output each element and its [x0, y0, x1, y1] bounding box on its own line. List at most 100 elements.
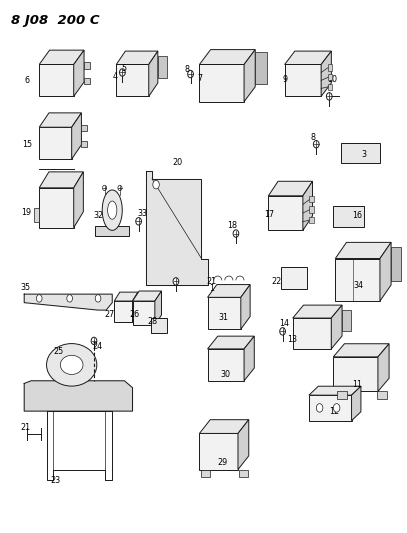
Text: 33: 33	[138, 209, 148, 218]
Polygon shape	[268, 196, 303, 230]
Polygon shape	[114, 292, 138, 301]
Text: 12: 12	[329, 407, 339, 416]
Bar	[309, 196, 314, 202]
Bar	[391, 247, 401, 281]
Polygon shape	[208, 297, 241, 329]
Polygon shape	[244, 336, 254, 381]
Polygon shape	[378, 344, 389, 391]
Polygon shape	[133, 301, 155, 325]
Bar	[95, 226, 129, 236]
Bar	[309, 206, 314, 213]
Bar	[342, 310, 351, 332]
Polygon shape	[284, 64, 321, 96]
Polygon shape	[24, 381, 133, 411]
Polygon shape	[39, 50, 84, 64]
Circle shape	[280, 328, 285, 335]
Polygon shape	[380, 243, 391, 301]
Text: 19: 19	[21, 208, 31, 217]
Polygon shape	[268, 181, 313, 196]
Text: 3: 3	[361, 150, 366, 159]
Bar	[84, 62, 90, 69]
Polygon shape	[39, 188, 74, 228]
Polygon shape	[293, 305, 342, 318]
Polygon shape	[352, 386, 361, 421]
Polygon shape	[208, 336, 254, 349]
Bar	[81, 141, 88, 147]
Circle shape	[316, 403, 323, 412]
Text: 24: 24	[92, 342, 102, 351]
Circle shape	[95, 295, 101, 302]
Bar	[328, 64, 333, 71]
Text: 8: 8	[185, 66, 190, 74]
Polygon shape	[199, 433, 238, 470]
Text: 18: 18	[227, 221, 237, 230]
Polygon shape	[155, 291, 162, 325]
Polygon shape	[199, 64, 244, 102]
Text: 4: 4	[113, 71, 118, 80]
Text: 30: 30	[221, 370, 231, 379]
Circle shape	[173, 278, 179, 285]
Circle shape	[103, 185, 107, 191]
Circle shape	[313, 141, 319, 148]
Polygon shape	[335, 243, 391, 259]
Polygon shape	[331, 305, 342, 349]
Polygon shape	[284, 51, 331, 64]
Circle shape	[233, 230, 239, 237]
Polygon shape	[303, 181, 313, 230]
Text: 9: 9	[282, 75, 287, 84]
Polygon shape	[241, 285, 250, 329]
Text: 22: 22	[271, 277, 282, 286]
Text: 17: 17	[264, 211, 274, 220]
Polygon shape	[74, 50, 84, 96]
Polygon shape	[24, 294, 112, 310]
Circle shape	[188, 70, 193, 78]
Text: 31: 31	[218, 312, 228, 321]
Text: 15: 15	[22, 140, 32, 149]
Polygon shape	[309, 395, 352, 421]
Polygon shape	[39, 64, 74, 96]
Bar	[280, 267, 307, 289]
Text: 23: 23	[50, 476, 61, 484]
Bar	[158, 56, 167, 78]
Text: 13: 13	[287, 335, 297, 344]
Text: 16: 16	[352, 212, 362, 221]
Ellipse shape	[102, 190, 122, 230]
Polygon shape	[133, 291, 162, 301]
Text: 25: 25	[53, 347, 63, 356]
Circle shape	[333, 403, 340, 412]
Polygon shape	[335, 259, 380, 301]
Polygon shape	[72, 113, 81, 159]
Bar	[328, 84, 333, 90]
Polygon shape	[333, 344, 389, 357]
Polygon shape	[116, 51, 158, 64]
Text: 7: 7	[197, 74, 202, 83]
Polygon shape	[116, 64, 149, 96]
Polygon shape	[238, 419, 249, 470]
Bar	[377, 391, 387, 399]
Circle shape	[118, 185, 122, 191]
Polygon shape	[199, 419, 249, 433]
Bar	[333, 206, 364, 227]
Bar	[341, 143, 380, 163]
Text: 21: 21	[21, 423, 31, 432]
Polygon shape	[293, 318, 331, 349]
Text: 8: 8	[311, 133, 315, 142]
Circle shape	[136, 217, 142, 225]
Polygon shape	[39, 113, 81, 127]
Bar	[81, 125, 88, 132]
Text: 11: 11	[352, 380, 362, 389]
Bar	[239, 470, 247, 477]
Ellipse shape	[60, 356, 83, 374]
Text: 35: 35	[21, 283, 31, 292]
Polygon shape	[208, 349, 244, 381]
Text: 1: 1	[209, 284, 214, 293]
Bar	[255, 52, 267, 84]
Bar	[328, 74, 333, 80]
Polygon shape	[133, 292, 138, 322]
Circle shape	[326, 93, 332, 100]
Text: 8 J08  200 C: 8 J08 200 C	[11, 14, 99, 27]
Circle shape	[91, 337, 97, 345]
Polygon shape	[244, 50, 255, 102]
Ellipse shape	[46, 344, 97, 386]
Text: 20: 20	[173, 158, 183, 167]
